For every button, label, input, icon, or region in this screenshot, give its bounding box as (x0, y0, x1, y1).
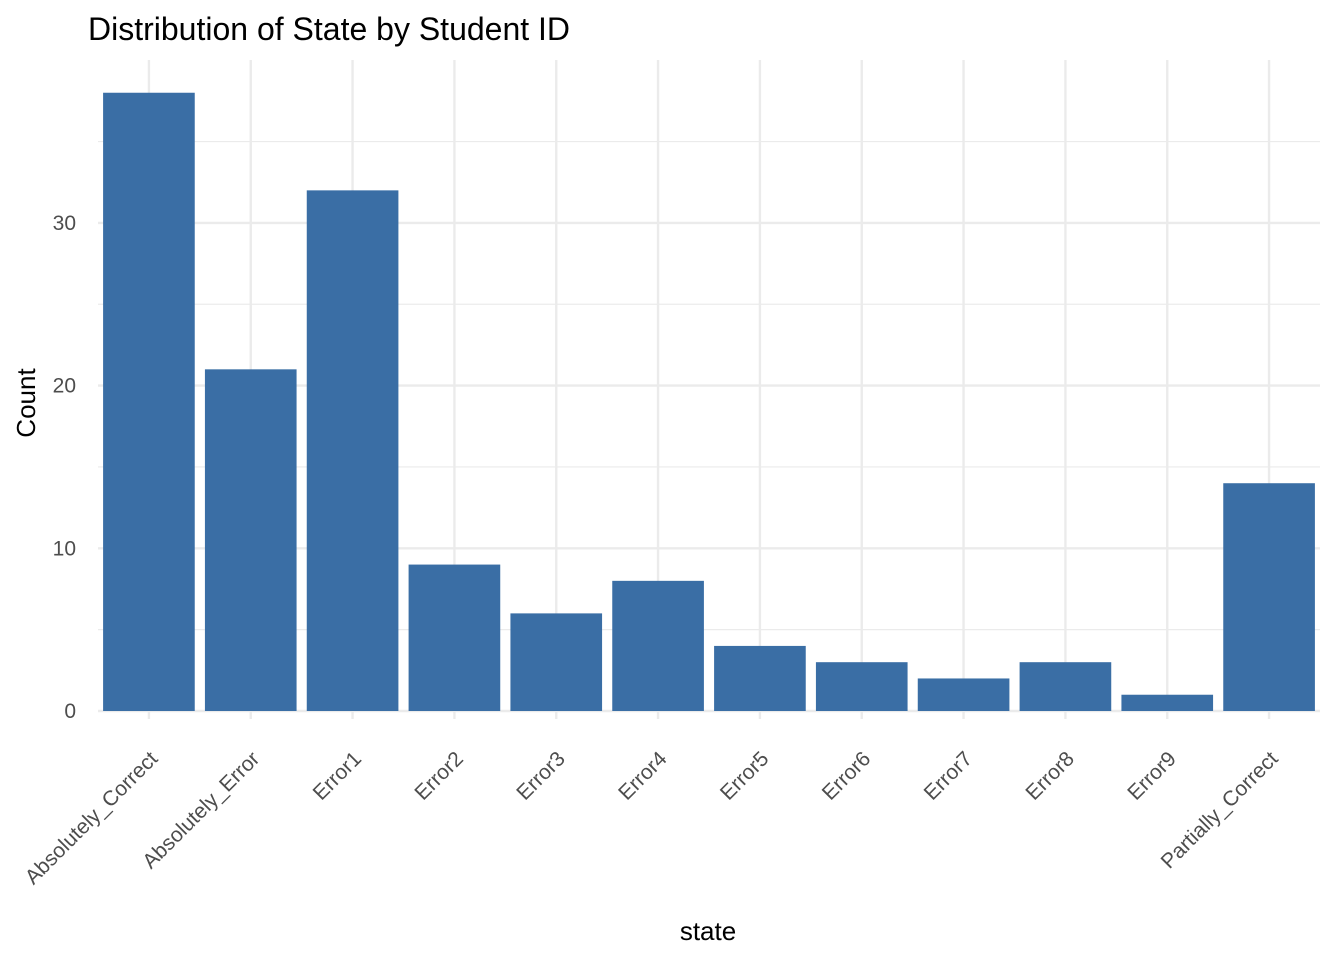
x-tick-label: Error8 (1021, 747, 1079, 805)
x-tick-label: Error3 (512, 747, 570, 805)
bar-error6 (815, 662, 908, 711)
x-tick-label: Error9 (1123, 747, 1181, 805)
y-tick-label: 0 (64, 700, 76, 723)
x-tick-label: Error5 (716, 747, 774, 805)
chart-title: Distribution of State by Student ID (88, 11, 570, 47)
x-tick-label: Error1 (309, 747, 367, 805)
bar-error5 (714, 645, 806, 711)
bar-error9 (1121, 694, 1214, 711)
x-tick-label: Error4 (614, 747, 672, 805)
bar-error7 (917, 678, 1010, 711)
x-tick-label: Error7 (920, 747, 978, 805)
bar-error2 (408, 564, 501, 711)
bar-error4 (612, 580, 704, 711)
bars-layer (103, 92, 1315, 712)
bar-absolutely-correct (103, 92, 195, 712)
x-tick-label: Error6 (818, 747, 876, 805)
y-axis-title: Count (11, 368, 41, 438)
bar-error8 (1019, 662, 1112, 711)
bar-error3 (510, 613, 603, 711)
y-tick-label: 30 (53, 212, 76, 235)
bar-error1 (306, 190, 399, 712)
y-tick-label: 20 (53, 375, 76, 398)
y-tick-label: 10 (53, 537, 76, 560)
bar-partially-correct (1223, 483, 1315, 711)
x-axis-title: state (680, 916, 736, 946)
bar-absolutely-error (204, 369, 297, 711)
x-tick-label: Error2 (410, 747, 468, 805)
x-tick-label: Absolutely_Correct (21, 747, 163, 889)
y-axis-ticks: 0 10 20 30 (53, 212, 76, 723)
